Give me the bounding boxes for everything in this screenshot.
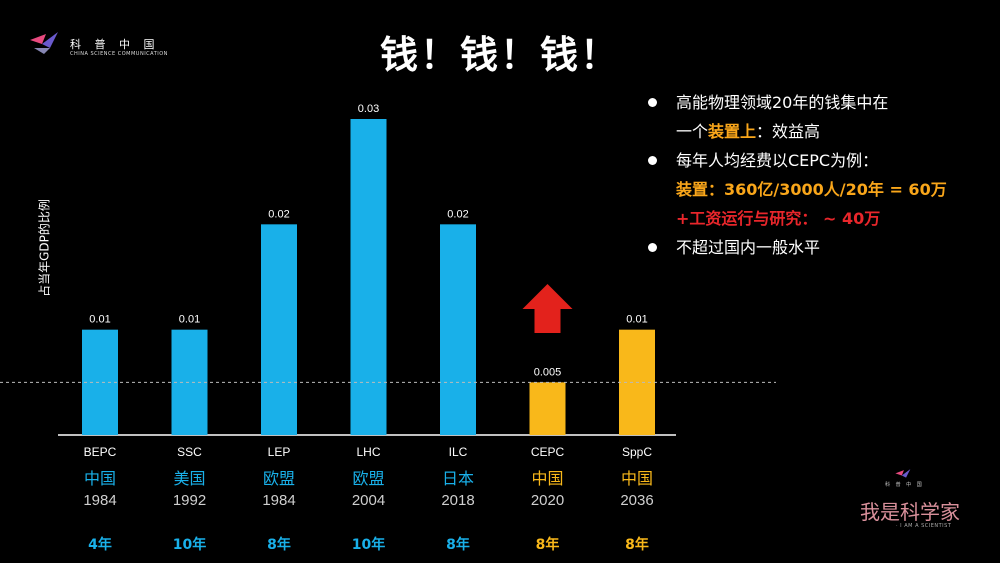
- bar: [440, 224, 476, 435]
- year-label: 2018: [441, 492, 474, 509]
- duration-label: 4年: [88, 536, 112, 553]
- bullet-text: 每年人均经费以CEPC为例：: [676, 151, 879, 170]
- year-label: 2004: [352, 492, 385, 509]
- region-label: 欧盟: [352, 469, 384, 488]
- bullet-sub-item: +工资运行与研究： ~ 40万: [676, 209, 881, 228]
- bar-value-label: 0.01: [89, 314, 110, 326]
- bullet-item: 不超过国内一般水平: [648, 233, 947, 262]
- watermark: 科 普 中 国 我是科学家 · I AM A SCIENTIST: [858, 468, 978, 538]
- watermark-small-text: 科 普 中 国: [885, 482, 924, 488]
- region-label: 美国: [173, 469, 205, 488]
- duration-label: 8年: [267, 536, 291, 553]
- watermark-sub-text: · I AM A SCIENTIST: [896, 523, 952, 529]
- bullet-text: 不超过国内一般水平: [676, 238, 821, 257]
- region-label: 中国: [84, 469, 116, 488]
- bar-value-label: 0.005: [534, 366, 562, 378]
- x-tick-label: ILC: [449, 445, 468, 459]
- bar-value-label: 0.01: [626, 314, 647, 326]
- bar: [350, 119, 387, 435]
- bar: [171, 329, 208, 435]
- bar-value-label: 0.01: [179, 314, 200, 326]
- x-tick-label: SppC: [622, 445, 652, 459]
- kepu-logo: 科 普 中 国 CHINA SCIENCE COMMUNICATION: [28, 30, 168, 66]
- watermark-bird-icon: [895, 469, 911, 478]
- bullet-dot-icon: [648, 243, 657, 252]
- duration-label: 10年: [173, 536, 206, 553]
- x-tick-label: SSC: [177, 445, 202, 459]
- year-label: 1984: [262, 492, 295, 509]
- up-arrow-icon: [522, 284, 573, 333]
- bar: [261, 224, 297, 435]
- bullet-text: ：效益高: [756, 122, 821, 141]
- year-label: 2036: [620, 492, 653, 509]
- bullet-highlight: 装置上: [708, 122, 757, 141]
- bullet-sub-item: 装置：360亿/3000人/20年 = 60万: [676, 180, 947, 199]
- bullet-dot-icon: [648, 98, 657, 107]
- bar-value-label: 0.02: [268, 208, 289, 220]
- year-label: 1992: [173, 492, 206, 509]
- logo-text-cn: 科 普 中 国: [70, 38, 160, 51]
- bullet-continuation: 一个装置上：效益高: [648, 117, 947, 146]
- logo-bird-icon: [30, 32, 58, 54]
- bullet-item: 每年人均经费以CEPC为例：: [648, 146, 947, 175]
- bullet-list: 高能物理领域20年的钱集中在 一个装置上：效益高 每年人均经费以CEPC为例： …: [648, 88, 947, 262]
- region-label: 中国: [531, 469, 563, 488]
- x-tick-label: LHC: [356, 445, 380, 459]
- year-label: 2020: [531, 492, 564, 509]
- year-label: 1984: [83, 492, 116, 509]
- bullet-text: 高能物理领域20年的钱集中在: [676, 93, 889, 112]
- page-title: 钱！钱！钱！: [379, 33, 620, 77]
- bullet-dot-icon: [648, 156, 657, 165]
- x-tick-label: CEPC: [531, 445, 565, 459]
- x-tick-label: LEP: [268, 445, 291, 459]
- duration-label: 8年: [446, 536, 470, 553]
- region-label: 欧盟: [263, 469, 295, 488]
- bullet-item: 高能物理领域20年的钱集中在: [648, 88, 947, 117]
- duration-label: 10年: [352, 536, 385, 553]
- bar-value-label: 0.02: [447, 208, 468, 220]
- watermark-main-text: 我是科学家: [860, 500, 960, 524]
- bullet-text: 一个: [676, 122, 709, 141]
- bar: [82, 329, 118, 435]
- duration-label: 8年: [625, 536, 649, 553]
- x-tick-label: BEPC: [84, 445, 117, 459]
- duration-label: 8年: [536, 536, 560, 553]
- bar: [529, 382, 566, 435]
- logo-text-en: CHINA SCIENCE COMMUNICATION: [70, 51, 168, 57]
- bar-value-label: 0.03: [358, 103, 379, 115]
- region-label: 中国: [621, 469, 653, 488]
- region-label: 日本: [442, 469, 474, 488]
